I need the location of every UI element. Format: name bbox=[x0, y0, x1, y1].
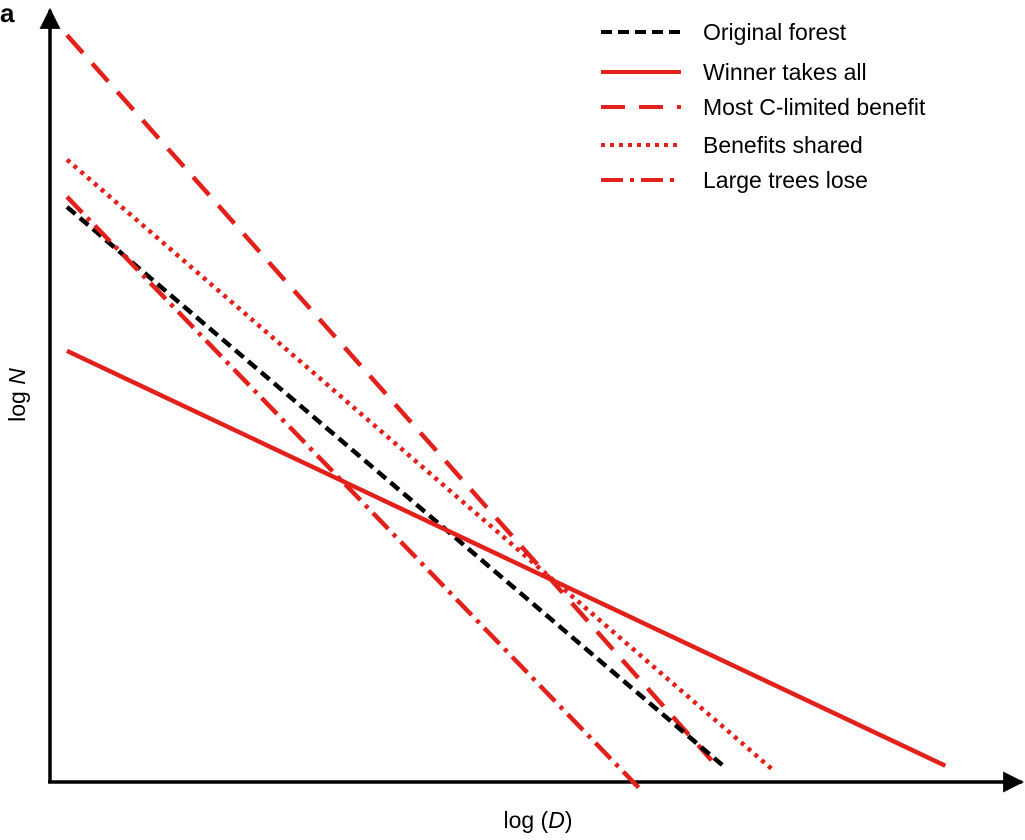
y-axis-label: log N bbox=[4, 368, 30, 422]
panel-label: a bbox=[0, 0, 15, 28]
x-axis-label: log (D) bbox=[503, 807, 572, 833]
legend-label-benefits-shared: Benefits shared bbox=[703, 132, 863, 158]
legend-label-winner-takes-all: Winner takes all bbox=[703, 59, 867, 85]
legend-label-most-c-limited-benefit: Most C-limited benefit bbox=[703, 94, 926, 120]
series-line-large-trees-lose bbox=[65, 195, 643, 792]
legend-label-original-forest: Original forest bbox=[703, 19, 847, 45]
series-line-winner-takes-all bbox=[66, 348, 947, 768]
series-line-benefits-shared bbox=[65, 158, 774, 771]
legend: Original forest Winner takes all Most C-li… bbox=[601, 19, 926, 193]
series-line-most-c-limited-benefit bbox=[65, 33, 714, 762]
legend-label-large-trees-lose: Large trees lose bbox=[703, 167, 868, 193]
series-line-original-forest bbox=[65, 205, 724, 767]
